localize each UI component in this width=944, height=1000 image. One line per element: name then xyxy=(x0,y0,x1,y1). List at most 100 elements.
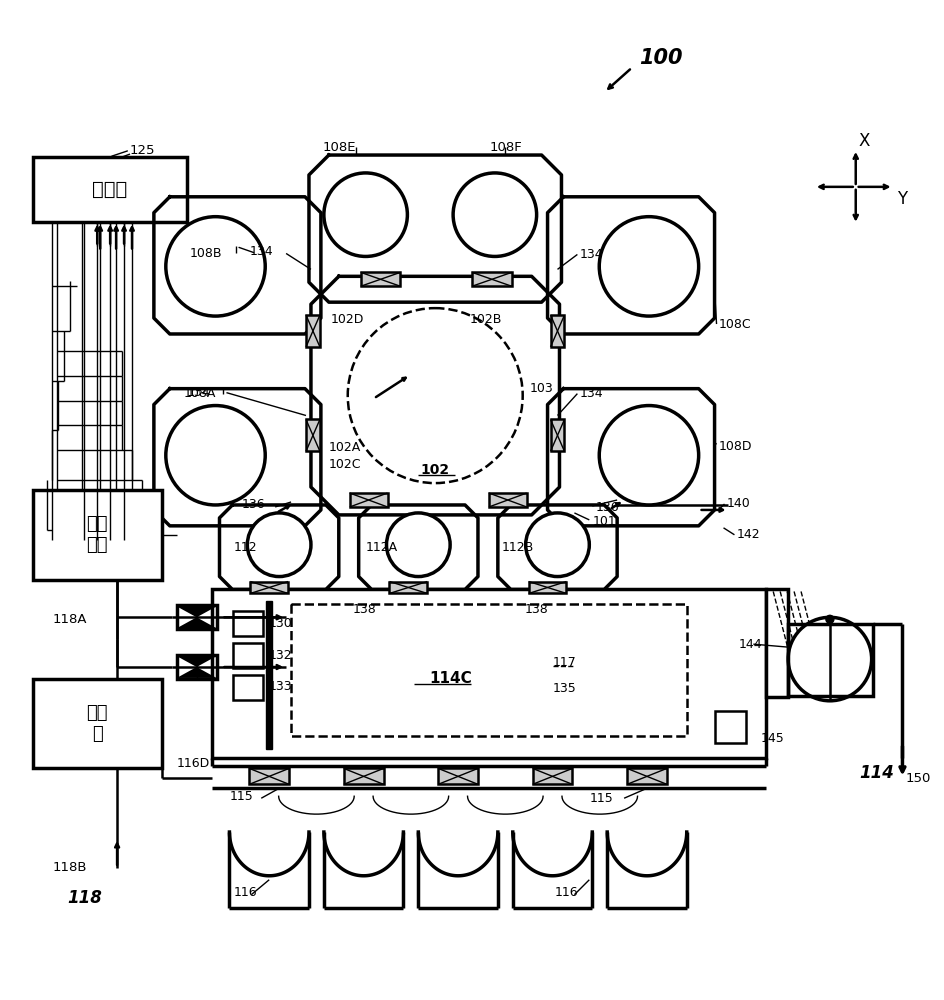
Bar xyxy=(766,589,787,697)
Text: 118B: 118B xyxy=(53,861,87,874)
Bar xyxy=(32,679,161,768)
Text: 150: 150 xyxy=(904,772,930,785)
Text: 103: 103 xyxy=(529,382,553,395)
Bar xyxy=(361,272,400,286)
Bar xyxy=(177,655,216,679)
Polygon shape xyxy=(309,155,561,302)
Bar xyxy=(550,419,564,451)
Bar xyxy=(550,315,564,347)
Text: 145: 145 xyxy=(760,732,784,745)
Text: 114: 114 xyxy=(859,764,894,782)
Bar xyxy=(714,711,746,743)
Text: 116: 116 xyxy=(233,886,257,899)
Circle shape xyxy=(825,615,833,623)
Text: 138: 138 xyxy=(524,603,548,616)
Bar xyxy=(306,315,320,347)
Text: 130: 130 xyxy=(268,617,292,630)
Text: 108C: 108C xyxy=(717,318,750,331)
Bar xyxy=(32,490,161,580)
Text: 惰性
气源: 惰性 气源 xyxy=(87,515,108,554)
Text: 136: 136 xyxy=(241,498,264,511)
Polygon shape xyxy=(177,656,216,667)
Text: 136: 136 xyxy=(595,501,618,514)
Bar xyxy=(233,675,263,700)
Bar xyxy=(532,768,572,784)
Circle shape xyxy=(452,173,536,256)
Text: 108D: 108D xyxy=(717,440,751,453)
Text: 102B: 102B xyxy=(469,313,502,326)
Polygon shape xyxy=(219,505,339,589)
Circle shape xyxy=(165,217,265,316)
Text: 112: 112 xyxy=(233,541,257,554)
Bar xyxy=(488,493,526,507)
Circle shape xyxy=(598,217,698,316)
Bar xyxy=(266,601,272,749)
Bar xyxy=(389,582,427,593)
Bar xyxy=(349,493,387,507)
Text: 132: 132 xyxy=(268,649,292,662)
Circle shape xyxy=(787,617,870,701)
Text: 116D: 116D xyxy=(177,757,210,770)
Circle shape xyxy=(165,406,265,505)
Polygon shape xyxy=(177,617,216,628)
Bar xyxy=(233,611,263,636)
Text: 134: 134 xyxy=(187,386,211,399)
Circle shape xyxy=(598,406,698,505)
Bar xyxy=(249,768,289,784)
Text: 101: 101 xyxy=(592,515,615,528)
Text: 144: 144 xyxy=(737,638,761,651)
Text: 138: 138 xyxy=(352,603,376,616)
Polygon shape xyxy=(359,505,478,589)
Bar xyxy=(787,624,871,696)
Text: 102: 102 xyxy=(420,463,449,477)
Bar xyxy=(32,157,187,222)
Text: 108B: 108B xyxy=(190,247,222,260)
Circle shape xyxy=(324,173,407,256)
Bar xyxy=(528,582,565,593)
Text: 空气
源: 空气 源 xyxy=(87,704,108,743)
Text: 112A: 112A xyxy=(365,541,397,554)
Polygon shape xyxy=(547,389,714,526)
Circle shape xyxy=(247,513,311,577)
Text: 116: 116 xyxy=(554,886,578,899)
Text: 控制器: 控制器 xyxy=(92,180,127,199)
Bar xyxy=(250,582,288,593)
Text: X: X xyxy=(858,132,869,150)
Text: 102A: 102A xyxy=(329,441,361,454)
Text: 134: 134 xyxy=(249,245,273,258)
Text: 108E: 108E xyxy=(323,141,356,154)
Bar xyxy=(291,604,686,736)
Circle shape xyxy=(347,308,522,483)
Text: 118: 118 xyxy=(67,889,102,907)
Circle shape xyxy=(525,513,589,577)
Polygon shape xyxy=(497,505,616,589)
Text: 135: 135 xyxy=(552,682,576,695)
Text: 125: 125 xyxy=(130,144,156,157)
Text: 102D: 102D xyxy=(330,313,363,326)
Text: 142: 142 xyxy=(735,528,759,541)
Text: 140: 140 xyxy=(726,497,750,510)
Text: 117: 117 xyxy=(552,656,576,669)
Text: 118A: 118A xyxy=(53,613,87,626)
Text: 108A: 108A xyxy=(183,387,216,400)
Polygon shape xyxy=(154,389,321,526)
Text: 133: 133 xyxy=(268,680,292,693)
Text: 114C: 114C xyxy=(429,671,471,686)
Bar xyxy=(627,768,666,784)
Circle shape xyxy=(386,513,449,577)
Text: 115: 115 xyxy=(589,792,613,805)
Text: 112B: 112B xyxy=(501,541,533,554)
Polygon shape xyxy=(177,606,216,617)
Text: 134: 134 xyxy=(579,387,602,400)
Text: 100: 100 xyxy=(638,48,682,68)
Bar xyxy=(471,272,512,286)
Text: 102C: 102C xyxy=(329,458,361,471)
Polygon shape xyxy=(311,276,559,515)
Text: 108F: 108F xyxy=(489,141,522,154)
Polygon shape xyxy=(177,667,216,678)
Bar xyxy=(344,768,383,784)
Text: Y: Y xyxy=(897,190,906,208)
Polygon shape xyxy=(154,197,321,334)
Bar xyxy=(233,643,263,668)
Bar xyxy=(177,605,216,629)
